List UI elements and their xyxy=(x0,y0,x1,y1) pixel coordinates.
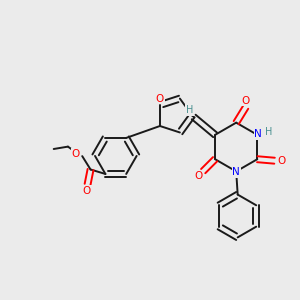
Text: N: N xyxy=(254,129,262,139)
Text: H: H xyxy=(265,128,272,137)
Text: N: N xyxy=(232,167,240,177)
Text: O: O xyxy=(194,172,202,182)
Text: H: H xyxy=(186,105,193,115)
Text: O: O xyxy=(242,96,250,106)
Text: O: O xyxy=(72,149,80,159)
Text: O: O xyxy=(277,156,285,166)
Text: O: O xyxy=(156,94,164,103)
Text: O: O xyxy=(83,186,91,196)
